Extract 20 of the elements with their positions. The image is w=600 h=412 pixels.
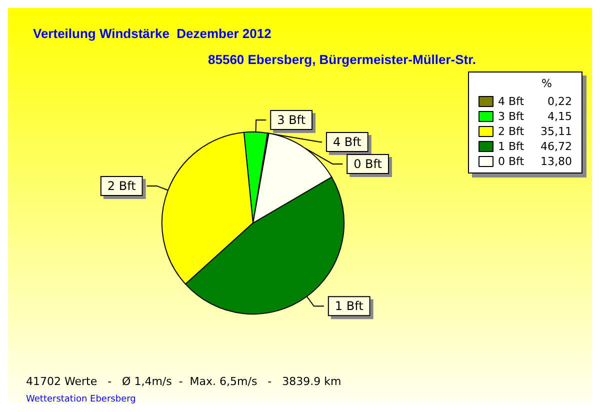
data-label: 46,72 [540, 140, 572, 153]
text: 41702 Werte - Ø 1,4m/s - Max. 6,5m/s - 3839.9 km [26, 375, 342, 388]
slice-label: 2 Bft [107, 178, 136, 193]
chart-subtitle: 85560 Ebersberg, Bürgermeister-Müller-Str. [208, 52, 476, 67]
text: Wetterstation Ebersberg [26, 394, 136, 404]
data-label: 35,11 [540, 125, 572, 138]
data-label: 13,80 [540, 155, 572, 168]
slice-label: 1 Bft [334, 299, 364, 314]
legend-label: 4 Bft [498, 95, 525, 108]
slice-label: 4 Bft [332, 134, 362, 149]
legend-label: 2 Bft [498, 125, 525, 138]
slice-label: 0 Bft [354, 156, 382, 171]
chart-title: Verteilung Windstärke Dezember 2012 [33, 26, 272, 41]
legend-label: 0 Bft [498, 155, 525, 168]
data-label: 0,22 [548, 95, 572, 108]
slice-label: 3 Bft [277, 112, 306, 127]
data-label: 4,15 [548, 110, 572, 123]
legend-label: 1 Bft [498, 140, 525, 153]
legend-label: 3 Bft [498, 110, 525, 123]
legend-title: % [542, 77, 552, 90]
